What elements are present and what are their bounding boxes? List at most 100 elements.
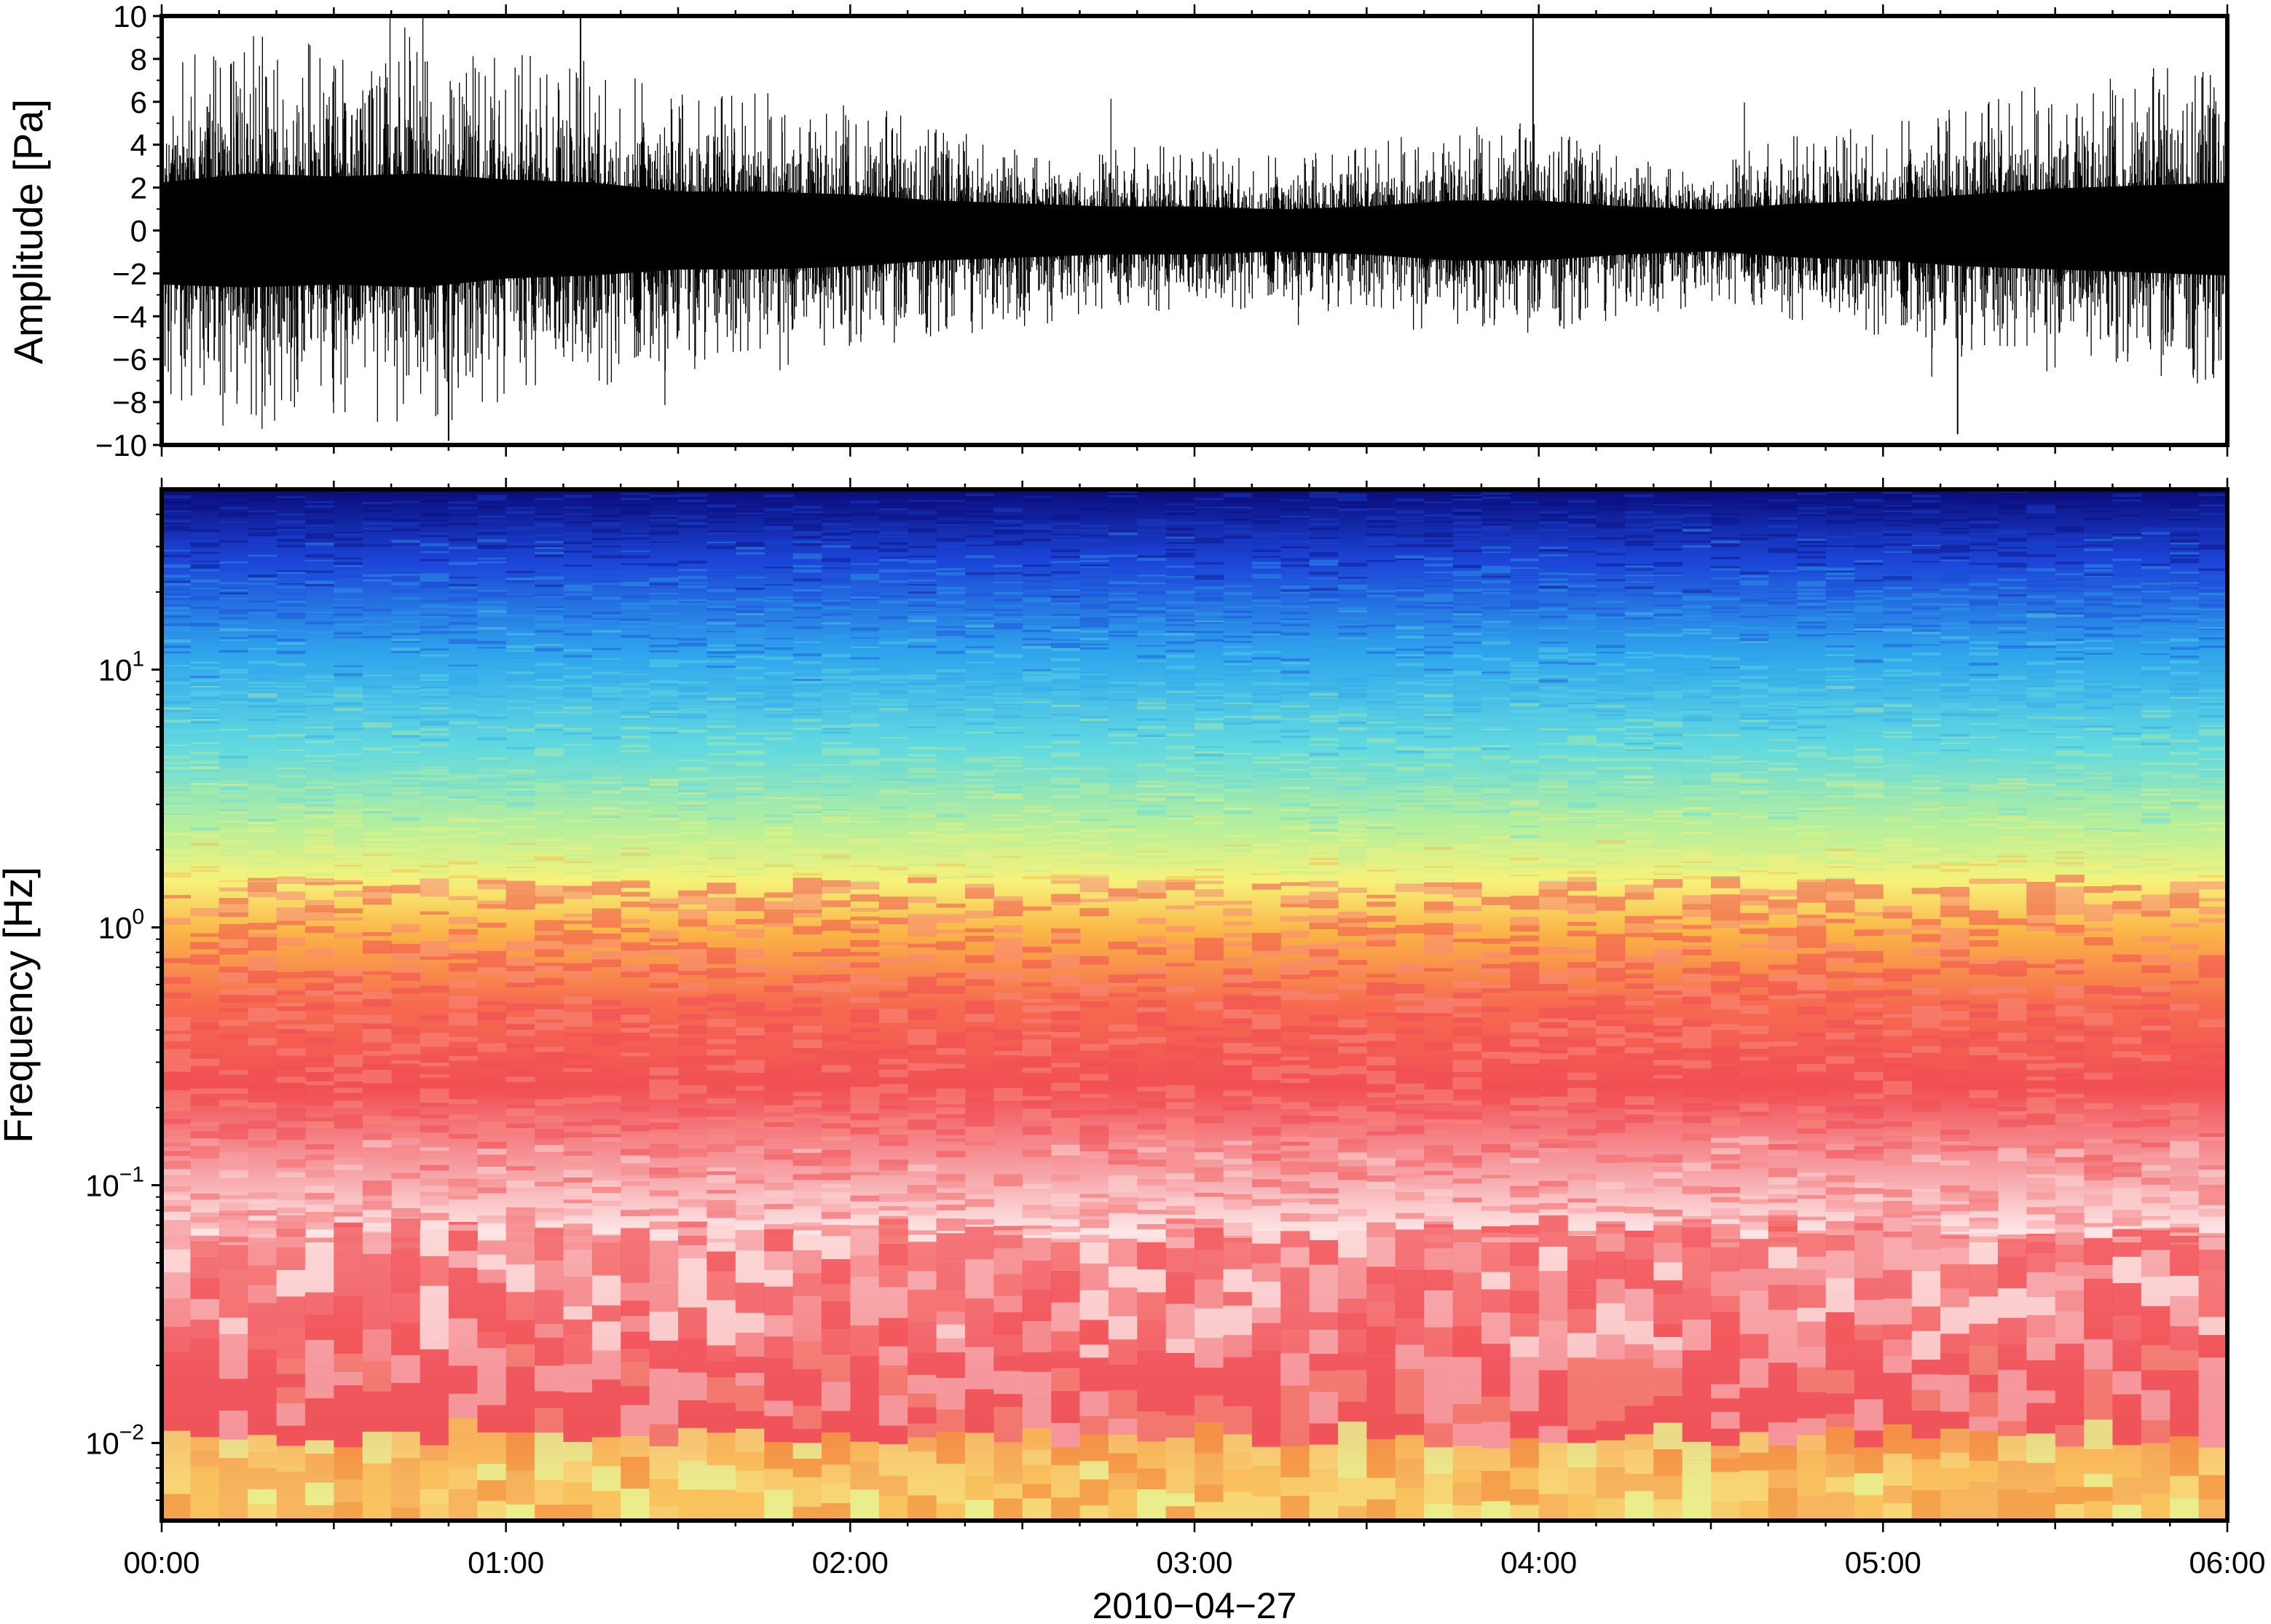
spectrogram-cell (964, 883, 994, 888)
spectrogram-cell (1051, 691, 1081, 693)
spectrogram-cell (304, 1483, 334, 1505)
spectrogram-cell (878, 819, 908, 820)
spectrogram-cell (1051, 1351, 1081, 1368)
spectrogram-cell (448, 1013, 478, 1017)
spectrogram-cell (477, 1043, 507, 1048)
spectrogram-cell (1108, 775, 1138, 777)
spectrogram-cell (248, 753, 278, 756)
spectrogram-cell (1194, 738, 1224, 740)
spectrogram-cell (505, 661, 535, 663)
spectrogram-cell (908, 1033, 937, 1037)
spectrogram-cell (1194, 622, 1224, 624)
spectrogram-cell (850, 668, 880, 671)
spectrogram-cell (248, 892, 278, 898)
spectrogram-cell (276, 1011, 306, 1020)
spectrogram-cell (993, 848, 1023, 851)
spectrogram-cell (190, 693, 220, 697)
spectrogram-cell (707, 1345, 736, 1362)
spectrogram-cell (248, 600, 278, 603)
spectrogram-cell (1137, 557, 1167, 561)
spectrogram-cell (735, 576, 765, 579)
spectrogram-cell (1165, 727, 1195, 730)
spectrogram-cell (1424, 910, 1454, 914)
spectrogram-cell (1137, 607, 1167, 610)
spectrogram-cell (1194, 540, 1224, 544)
spectrogram-cell (908, 527, 937, 529)
spectrogram-cell (936, 545, 966, 548)
spectrogram-cell (248, 937, 278, 945)
spectrogram-cell (1223, 1159, 1253, 1164)
spectrogram-cell (362, 781, 392, 784)
spectrogram-cell (707, 854, 736, 856)
spectrogram-cell (391, 1138, 421, 1146)
spectrogram-cell (649, 693, 679, 696)
spectrogram-cell (936, 1151, 966, 1157)
spectrogram-cell (764, 798, 794, 802)
spectrogram-cell (391, 546, 421, 551)
spectrogram-cell (505, 573, 535, 575)
spectrogram-cell (448, 677, 478, 680)
spectrogram-cell (1223, 1170, 1253, 1178)
spectrogram-cell (908, 768, 937, 770)
spectrogram-cell (1395, 502, 1425, 506)
spectrogram-cell (162, 815, 191, 816)
spectrogram-cell (1251, 757, 1281, 760)
spectrogram-cell (334, 719, 363, 721)
spectrogram-cell (1223, 807, 1253, 811)
spectrogram-cell (563, 773, 593, 776)
spectrogram-cell (735, 1002, 765, 1009)
spectrogram-cell (1452, 939, 1482, 942)
spectrogram-cell (1337, 716, 1367, 720)
spectrogram-cell (248, 687, 278, 690)
spectrogram-cell (707, 833, 736, 835)
spectrogram-cell (1251, 707, 1281, 710)
spectrogram-cell (248, 1008, 278, 1015)
spectrogram-cell (1108, 835, 1138, 839)
spectrogram-cell (190, 958, 220, 965)
spectrogram-cell (1165, 1201, 1195, 1206)
spectrogram-cell (505, 674, 535, 676)
spectrogram-cell (391, 1027, 421, 1036)
spectrogram-cell (563, 685, 593, 687)
spectrogram-cell (1108, 730, 1138, 734)
spectrogram-cell (535, 727, 564, 729)
spectrogram-cell (1251, 711, 1281, 712)
spectrogram-cell (563, 1155, 593, 1163)
spectrogram-cell (304, 731, 334, 733)
spectrogram-cell (764, 1286, 794, 1316)
spectrogram-cell (821, 845, 851, 848)
amplitude-y-tick-label: 4 (130, 128, 147, 162)
spectrogram-cell (1424, 946, 1454, 953)
spectrogram-cell (1309, 1162, 1339, 1166)
spectrogram-cell (1337, 1401, 1367, 1422)
spectrogram-cell (1395, 626, 1425, 630)
spectrogram-cell (1424, 860, 1454, 863)
spectrogram-cell (248, 512, 278, 516)
spectrogram-cell (334, 691, 363, 695)
spectrogram-cell (1108, 843, 1138, 846)
spectrogram-cell (707, 655, 736, 658)
spectrogram-cell (1022, 1116, 1052, 1121)
spectrogram-cell (707, 660, 736, 663)
spectrogram-cell (1051, 566, 1081, 569)
spectrogram-cell (1137, 763, 1167, 767)
spectrogram-cell (505, 982, 535, 988)
spectrogram-cell (334, 567, 363, 569)
spectrogram-cell (1051, 1063, 1081, 1068)
spectrogram-cell (420, 584, 449, 586)
spectrogram-cell (1280, 823, 1310, 827)
spectrogram-cell (1079, 1144, 1109, 1151)
spectrogram-cell (334, 991, 363, 996)
spectrogram-cell (391, 494, 421, 499)
spectrogram-cell (591, 1013, 621, 1021)
spectrogram-cell (1194, 784, 1224, 788)
spectrogram-cell (391, 732, 421, 736)
spectrogram-cell (1452, 1357, 1482, 1376)
spectrogram-cell (1424, 741, 1454, 744)
spectrogram-cell (621, 718, 650, 720)
spectrogram-cell (1337, 677, 1367, 680)
spectrogram-cell (821, 635, 851, 639)
spectrogram-cell (821, 853, 851, 856)
spectrogram-cell (1366, 517, 1396, 520)
spectrogram-cell (219, 1007, 248, 1012)
